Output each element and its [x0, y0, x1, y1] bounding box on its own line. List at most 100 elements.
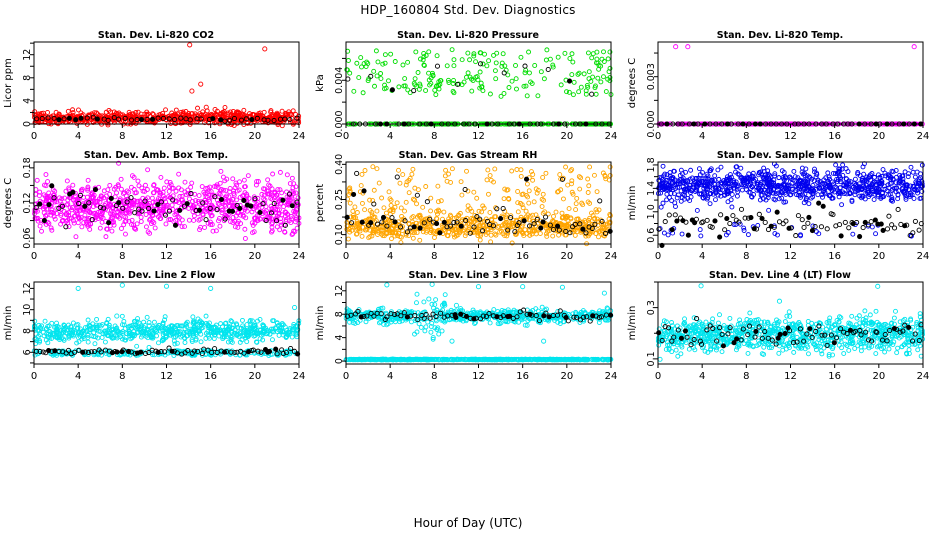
x-tick-label: 24: [917, 131, 930, 142]
x-tick-label: 8: [431, 131, 437, 142]
x-tick-label: 24: [293, 371, 306, 382]
y-tick-label: 12: [22, 49, 33, 61]
y-axis: 6 8 10 12: [22, 282, 34, 364]
y-axis: 0.6 1.0 1.4 1.8: [646, 157, 658, 243]
x-tick-label: 4: [699, 371, 705, 382]
y-axis: 0.000 0.003: [646, 52, 658, 138]
data-points-layer: [655, 161, 925, 248]
x-tick-label: 16: [204, 371, 217, 382]
y-tick-label: 12: [334, 285, 345, 297]
x-tick-label: 4: [75, 371, 81, 382]
y-axis-label: degrees C: [627, 58, 638, 108]
y-axis-label: Licor ppm: [3, 58, 14, 108]
x-tick-label: 12: [472, 251, 485, 262]
plot-canvas: 0 4 8 12 16 20 24 0.000 0.003 degrees C: [627, 41, 930, 142]
x-tick-label: 8: [743, 371, 749, 382]
x-tick-label: 12: [472, 371, 485, 382]
x-tick-label: 8: [119, 131, 125, 142]
x-tick-label: 4: [387, 131, 393, 142]
x-tick-label: 24: [605, 131, 618, 142]
x-tick-label: 8: [119, 371, 125, 382]
x-tick-label: 4: [75, 131, 81, 142]
x-tick-label: 24: [605, 251, 618, 262]
y-tick-label: 8: [22, 75, 33, 81]
panel-sample-flow: Stan. Dev. Sample Flow 0 4 8 12 16 20 24 0.6 1.0…: [624, 150, 936, 270]
panel-title: Stan. Dev. Line 3 Flow: [408, 270, 528, 281]
x-axis: 0 4 8 12 16 20 24: [31, 124, 305, 142]
x-tick-label: 16: [828, 371, 841, 382]
plot-frame: [657, 41, 924, 125]
y-tick-label: 4: [334, 335, 345, 341]
y-axis-label: degrees C: [3, 178, 14, 228]
y-axis: 0.1 0.3: [646, 281, 658, 366]
x-tick-label: 12: [472, 131, 485, 142]
x-tick-label: 16: [828, 131, 841, 142]
panel-line4-lt-flow: Stan. Dev. Line 4 (LT) Flow 0 4 8 12 16 20 24 0…: [624, 270, 936, 390]
x-axis: 0 4 8 12 16 20 24: [343, 124, 618, 142]
x-tick-label: 16: [516, 371, 529, 382]
y-axis-label: ml/min: [3, 306, 14, 341]
x-tick-label: 4: [699, 131, 705, 142]
x-tick-label: 12: [160, 131, 173, 142]
data-points-layer: [344, 164, 613, 247]
y-tick-label: 0.25: [334, 189, 345, 210]
data-points-layer: [31, 282, 302, 358]
data-points-layer: [31, 42, 302, 129]
x-axis-label: Hour of Day (UTC): [413, 516, 523, 530]
x-tick-label: 4: [699, 251, 705, 262]
y-axis: 0.10 0.25 0.40: [334, 154, 346, 245]
x-tick-label: 12: [160, 371, 173, 382]
y-tick-label: 0: [334, 358, 345, 364]
y-tick-label: 0.000: [334, 110, 345, 137]
data-points-layer: [655, 283, 925, 362]
x-tick-label: 12: [784, 131, 797, 142]
panel-title: Stan. Dev. Li-820 Pressure: [397, 30, 539, 41]
y-tick-label: 1.0: [646, 204, 657, 219]
x-tick-label: 20: [872, 131, 885, 142]
y-tick-label: 8: [334, 311, 345, 317]
y-tick-label: 0.06: [22, 228, 33, 249]
y-tick-label: 1.4: [646, 181, 657, 196]
y-tick-label: 6: [22, 349, 33, 355]
x-tick-label: 20: [560, 371, 573, 382]
x-axis: 0 4 8 12 16 20 24: [31, 364, 306, 382]
x-tick-label: 16: [204, 251, 217, 262]
x-tick-label: 0: [31, 131, 37, 142]
panel-title: Stan. Dev. Line 2 Flow: [96, 270, 216, 281]
x-tick-label: 8: [431, 371, 437, 382]
x-tick-label: 20: [560, 131, 573, 142]
plot-canvas: 0 4 8 12 16 20 24 0.000 0.004 kPa: [315, 41, 618, 142]
panel-line2-flow: Stan. Dev. Line 2 Flow 0 4 8 12 16 20 24 6 8 10 12…: [0, 270, 312, 390]
y-axis: 0 4 8 12: [334, 285, 346, 364]
x-tick-label: 12: [784, 371, 797, 382]
x-tick-label: 24: [917, 251, 930, 262]
x-tick-label: 0: [343, 371, 349, 382]
plot-canvas: 0 4 8 12 16 20 24 0.1 0.3 ml/min: [627, 281, 929, 382]
x-tick-label: 0: [655, 131, 661, 142]
y-axis-label: percent: [315, 184, 326, 222]
y-tick-label: 0: [22, 121, 33, 127]
x-tick-label: 8: [743, 251, 749, 262]
y-axis-label: kPa: [315, 74, 326, 92]
data-points-layer: [32, 160, 302, 241]
x-tick-label: 20: [248, 251, 261, 262]
panel-title: Stan. Dev. Line 4 (LT) Flow: [709, 270, 851, 281]
x-tick-label: 4: [75, 251, 81, 262]
x-tick-label: 4: [387, 371, 393, 382]
plot-canvas: 0 4 8 12 16 20 24 6 8 10 12 ml/min: [3, 281, 306, 382]
x-tick-label: 24: [605, 371, 618, 382]
y-tick-label: 8: [22, 328, 33, 334]
plot-canvas: 0 4 8 12 16 20 24 0 4 8 12 ml/min: [315, 281, 618, 382]
x-tick-label: 0: [31, 251, 37, 262]
y-tick-label: 0.004: [334, 67, 345, 94]
data-points-layer: [656, 44, 925, 127]
y-axis: 0.06 0.12 0.18: [22, 157, 34, 249]
panel-line3-flow: Stan. Dev. Line 3 Flow 0 4 8 12 16 20 24 0 4 8 12 m…: [312, 270, 624, 390]
panel-title: Stan. Dev. Gas Stream RH: [398, 150, 538, 161]
y-tick-label: 10: [22, 304, 33, 316]
y-tick-label: 0.10: [334, 224, 345, 245]
x-tick-label: 8: [431, 251, 437, 262]
x-tick-label: 0: [655, 251, 661, 262]
panel-li820-co2: Stan. Dev. Li-820 CO2 0 4 8 12 16 20 24 0 4 8 12 Li…: [0, 30, 312, 150]
